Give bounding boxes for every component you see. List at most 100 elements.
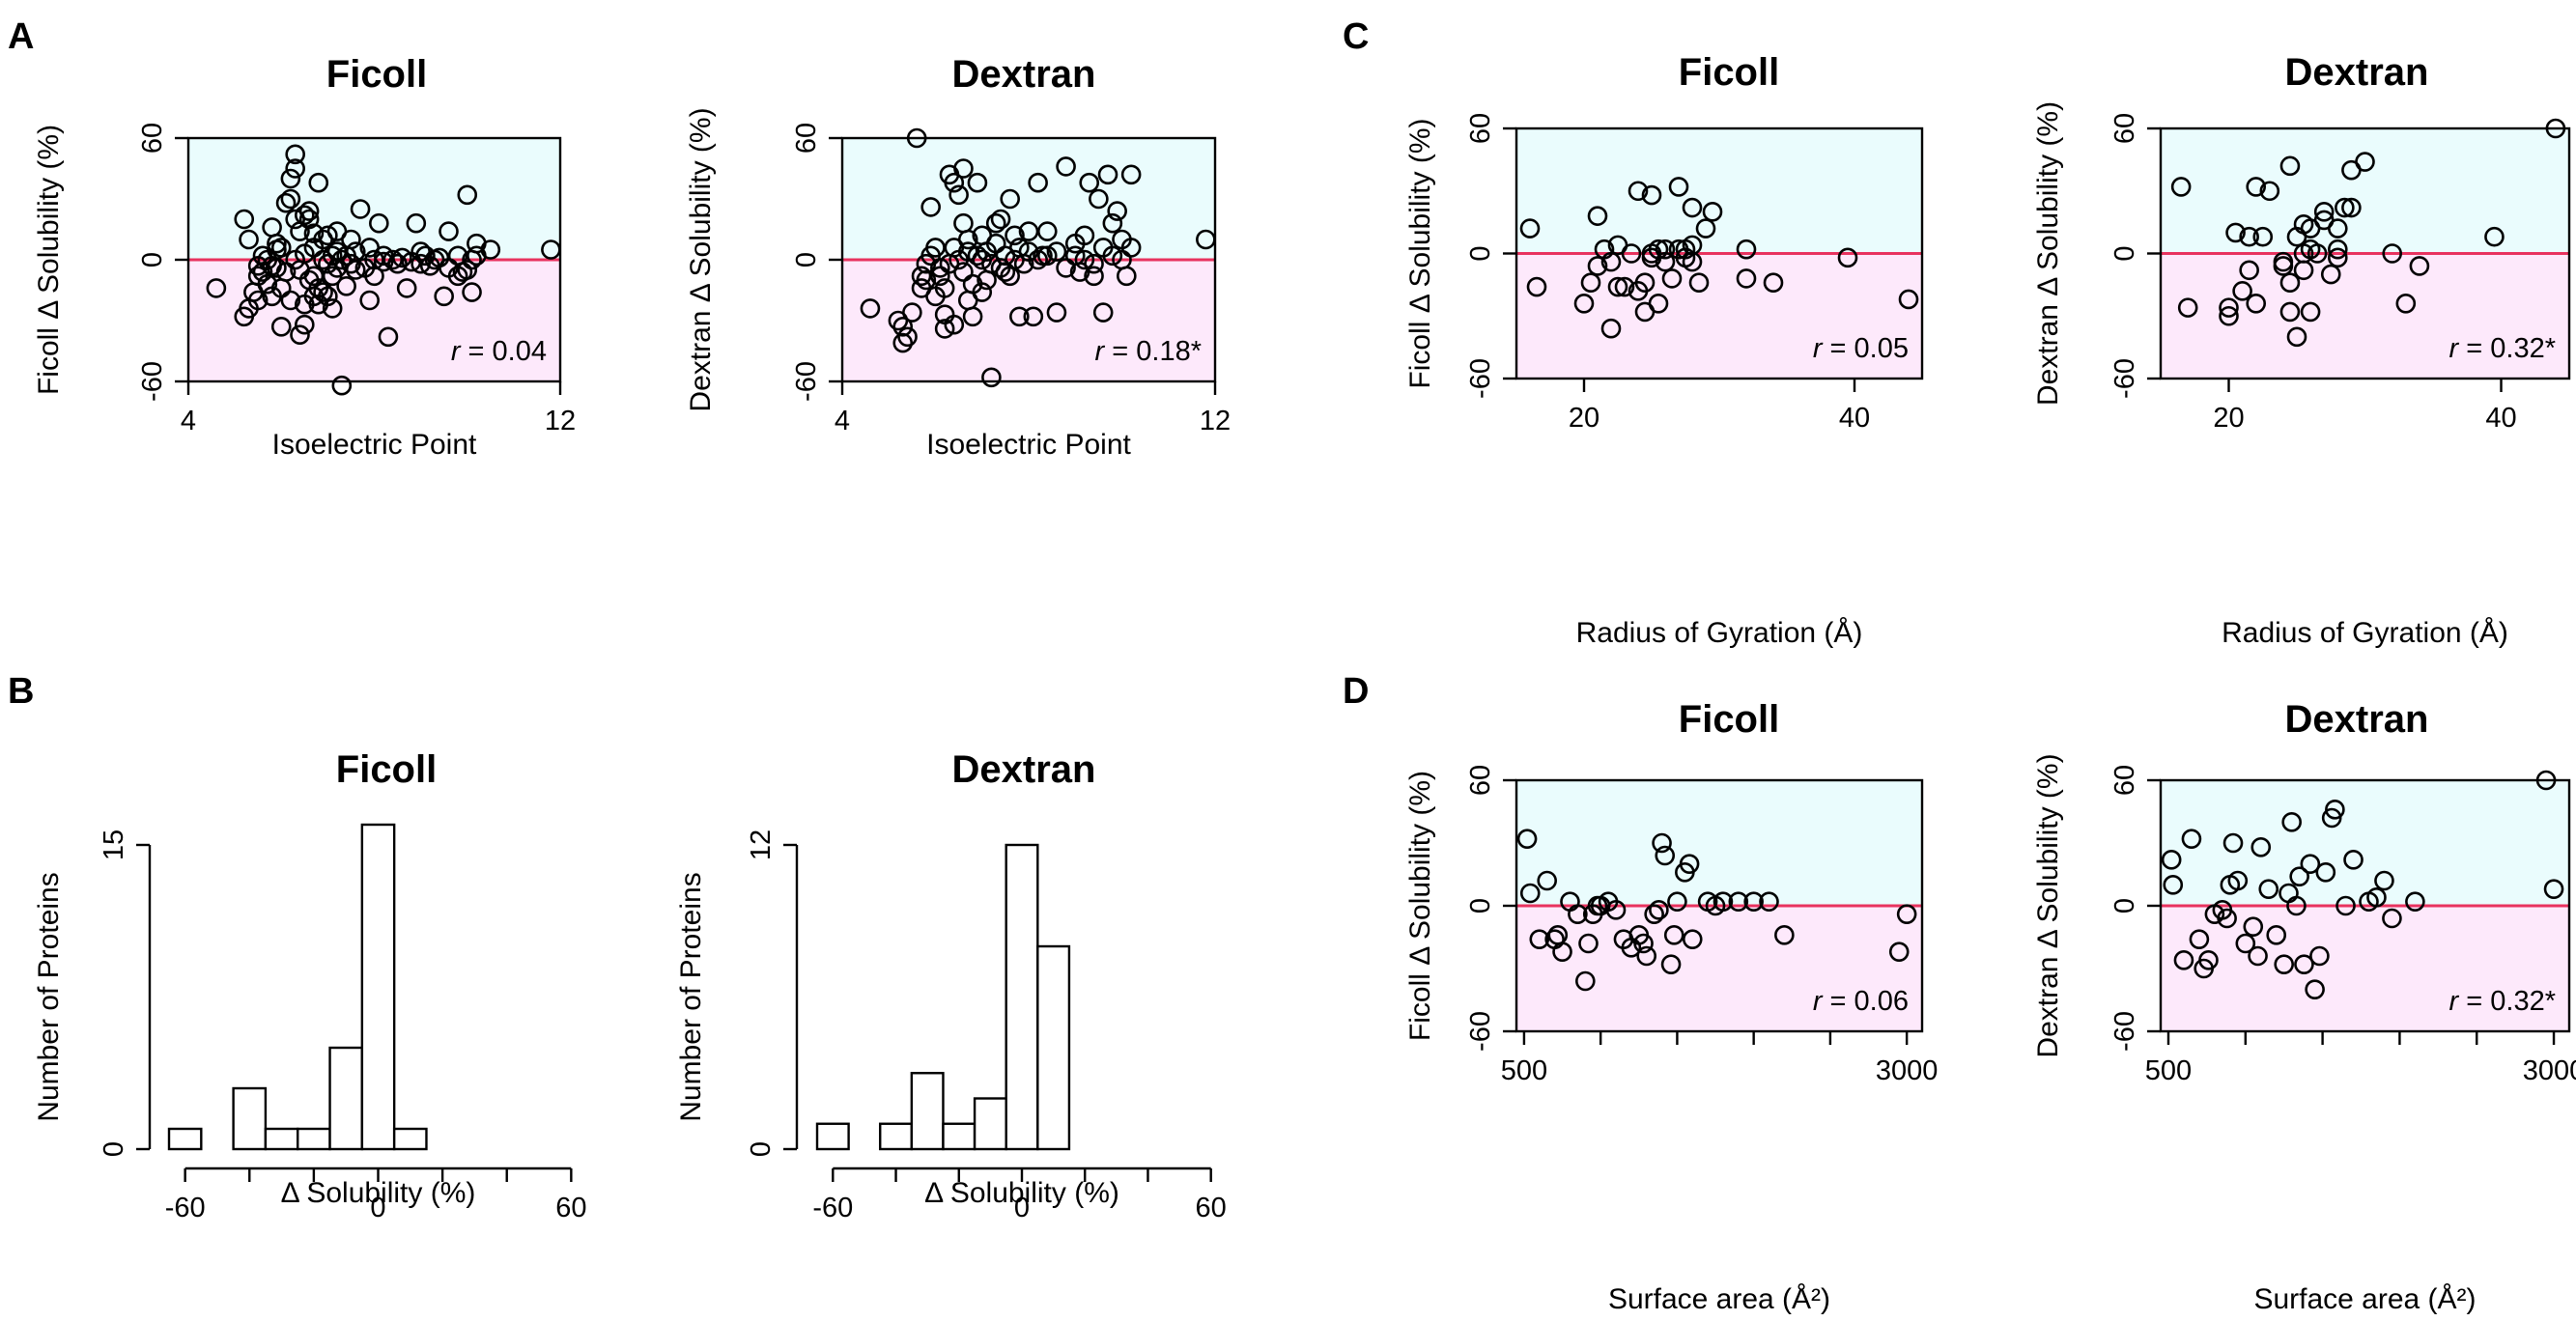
correlation-value: = 0.04 — [461, 336, 548, 367]
data-point — [1046, 302, 1067, 323]
data-point — [1009, 306, 1030, 327]
data-point — [2273, 256, 2294, 276]
data-point — [1089, 188, 1109, 210]
histogram-bar — [360, 823, 396, 1151]
data-point — [234, 209, 255, 230]
data-point — [1736, 239, 1757, 260]
panel-label-d: D — [1343, 671, 1369, 712]
histogram-bar — [973, 1097, 1007, 1151]
data-point — [313, 229, 333, 250]
data-point — [359, 238, 380, 258]
data-point — [457, 184, 478, 206]
data-point — [280, 188, 301, 210]
data-point — [2181, 829, 2202, 849]
correlation-label: r = 0.04 — [451, 336, 547, 367]
data-point — [2328, 239, 2348, 260]
data-point — [2189, 929, 2210, 949]
data-point — [1000, 188, 1020, 210]
data-point — [1552, 942, 1572, 962]
plot-title: Dextran — [952, 53, 1096, 96]
data-point — [981, 367, 1002, 388]
data-point — [2307, 243, 2328, 264]
data-point — [1568, 904, 1588, 924]
data-point — [1600, 251, 1622, 272]
plot-title: Ficoll — [326, 53, 427, 96]
data-point — [957, 229, 978, 250]
y-axis-label: Dextran Δ Solubility (%) — [2032, 101, 2064, 406]
data-point — [2177, 297, 2198, 318]
data-point — [2395, 293, 2417, 314]
data-point — [2163, 875, 2184, 895]
chart-C-dextran: -60 0 60 20 40 r = 0.32* Dextran Dextran Δ Solu… — [2032, 51, 2571, 649]
negative-region — [842, 260, 1215, 381]
data-point — [2343, 850, 2364, 870]
data-point — [2320, 264, 2341, 285]
histogram-bar — [942, 1122, 977, 1151]
data-point — [295, 314, 315, 335]
data-point — [1519, 883, 1541, 904]
data-point — [410, 241, 431, 262]
data-point — [439, 221, 459, 241]
y-axis-label: Dextran Δ Solubility (%) — [2032, 753, 2064, 1057]
positive-region — [842, 138, 1215, 260]
positive-region — [1516, 128, 1922, 254]
plot-title: Dextran — [952, 748, 1096, 791]
data-point — [1018, 221, 1039, 241]
data-point — [2235, 933, 2256, 954]
x-axis-label: Radius of Gyration (Å) — [2222, 617, 2508, 649]
data-point — [2294, 954, 2314, 974]
data-point — [1120, 164, 1142, 185]
data-point — [359, 290, 380, 311]
x-tick-label: 500 — [1501, 1055, 1547, 1086]
data-point — [934, 278, 955, 298]
data-point — [1636, 945, 1657, 967]
data-point — [1605, 900, 1627, 920]
data-point — [2225, 222, 2246, 243]
data-point — [1888, 942, 1910, 962]
chart-C-ficoll: -60 0 60 20 40 r = 0.05 Ficoll Ficoll Δ Solubil… — [1404, 51, 1924, 649]
data-point — [1644, 904, 1664, 924]
data-point — [2219, 305, 2239, 326]
data-point — [1837, 247, 1858, 268]
data-point — [206, 278, 227, 298]
y-tick-label: -60 — [2109, 358, 2140, 399]
data-point — [2250, 837, 2272, 857]
data-point — [462, 282, 482, 302]
panel-label-a: A — [8, 16, 34, 57]
data-point — [1046, 241, 1067, 262]
data-point — [1774, 925, 1795, 945]
data-point — [2222, 832, 2244, 854]
y-axis-label: Ficoll Δ Solubility (%) — [1404, 771, 1436, 1041]
data-point — [1702, 202, 1723, 222]
y-tick-label: 60 — [1465, 765, 1496, 796]
data-point — [985, 212, 1006, 234]
data-point — [295, 294, 315, 315]
x-axis-label: Isoelectric Point — [272, 429, 477, 461]
data-point — [467, 245, 487, 267]
data-point — [1037, 221, 1058, 241]
data-point — [2252, 226, 2274, 247]
y-tick-label: 0 — [137, 252, 168, 267]
data-point — [2543, 879, 2564, 899]
histogram-bar — [1036, 944, 1071, 1151]
data-point — [1667, 891, 1687, 912]
plot-title: Dextran — [2285, 51, 2429, 94]
data-point — [2300, 854, 2321, 874]
data-point — [298, 201, 320, 221]
histogram-bar — [815, 1122, 850, 1151]
correlation-label: r = 0.32* — [2449, 986, 2556, 1017]
data-point — [2409, 256, 2430, 276]
y-tick-label: -60 — [2109, 1011, 2140, 1052]
data-point — [2239, 260, 2259, 281]
x-tick-label: -60 — [165, 1193, 206, 1223]
data-point — [1655, 845, 1676, 866]
y-tick-label: 60 — [2109, 113, 2140, 144]
chart-D-dextran: -60 0 60 500 3000 r = 0.32* Dextran Dextran Δ S… — [2032, 698, 2576, 1315]
data-point — [387, 253, 408, 274]
correlation-symbol: r — [2449, 986, 2460, 1017]
charts-layer: -60 0 60 4 12 r = 0.04 Ficoll Ficoll Δ Solubili… — [33, 51, 2576, 1315]
x-axis-label: Isoelectric Point — [926, 429, 1131, 461]
data-point — [1587, 206, 1608, 226]
y-tick-label: 15 — [99, 829, 129, 860]
data-point — [1668, 177, 1689, 197]
